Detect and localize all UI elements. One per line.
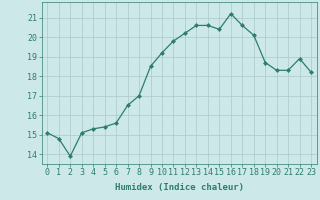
X-axis label: Humidex (Indice chaleur): Humidex (Indice chaleur) <box>115 183 244 192</box>
